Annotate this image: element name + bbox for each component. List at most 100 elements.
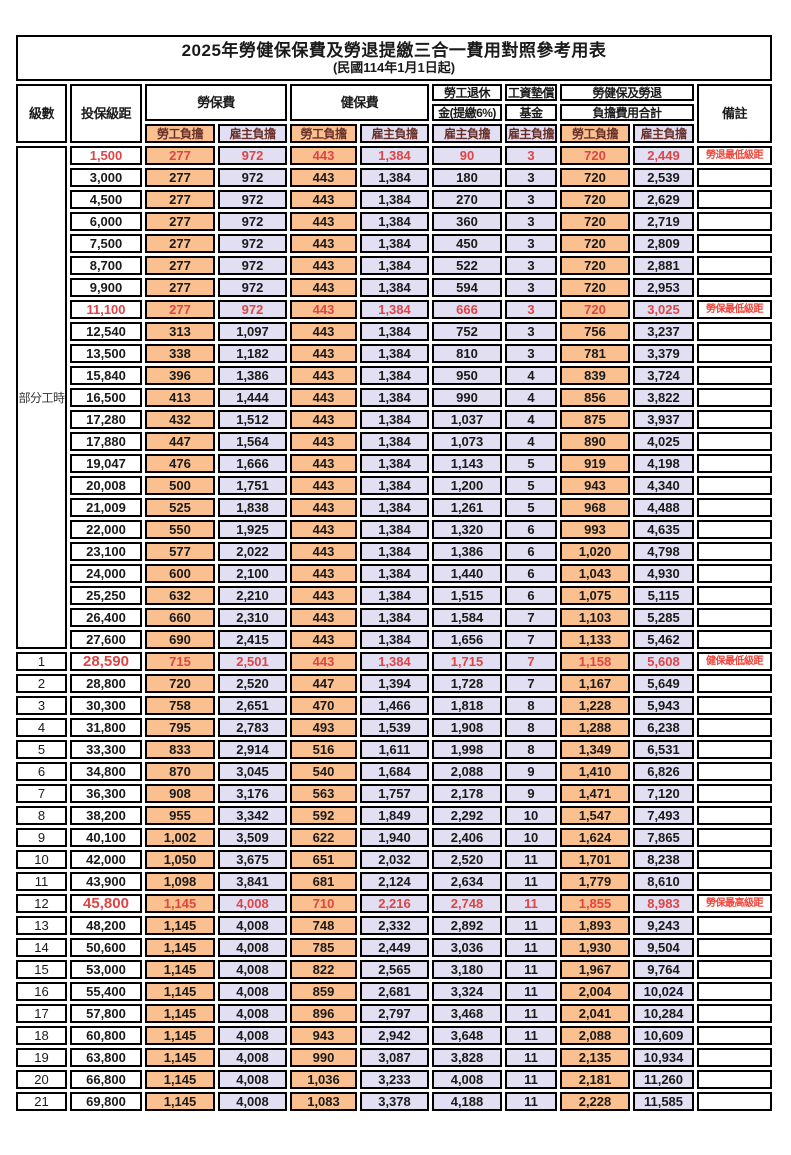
- health-employee-cell: 443: [290, 586, 357, 605]
- wage-fund-cell: 6: [505, 520, 557, 539]
- total-employer-cell: 8,238: [633, 850, 694, 869]
- total-employer-cell: 4,488: [633, 498, 694, 517]
- pension-cell: 1,715: [432, 652, 502, 671]
- level-cell: 16: [16, 982, 67, 1001]
- wage-fund-cell: 8: [505, 740, 557, 759]
- health-employee-cell: 859: [290, 982, 357, 1001]
- total-employer-cell: 9,504: [633, 938, 694, 957]
- table-title-box: 2025年勞健保保費及勞退提繳三合一費用對照參考用表 (民國114年1月1日起): [16, 35, 772, 81]
- health-employer-cell: 2,681: [360, 982, 429, 1001]
- group-header-wage-fund-line1: 工資墊償: [505, 84, 557, 101]
- premium-comparison-table: 2025年勞健保保費及勞退提繳三合一費用對照參考用表 (民國114年1月1日起)…: [16, 35, 772, 1111]
- wage-fund-cell: 3: [505, 212, 557, 231]
- wage-fund-cell: 3: [505, 322, 557, 341]
- group-header-health-insurance: 健保費: [290, 84, 429, 121]
- total-employer-cell: 6,531: [633, 740, 694, 759]
- total-employer-cell: 5,608: [633, 652, 694, 671]
- health-employer-cell: 1,466: [360, 696, 429, 715]
- wage-fund-cell: 8: [505, 718, 557, 737]
- bracket-cell: 50,600: [70, 938, 142, 957]
- labor-employee-cell: 1,145: [145, 916, 215, 935]
- health-employee-cell: 443: [290, 212, 357, 231]
- pension-cell: 1,320: [432, 520, 502, 539]
- health-employer-cell: 3,378: [360, 1092, 429, 1111]
- labor-employee-cell: 1,145: [145, 960, 215, 979]
- labor-employer-cell: 972: [218, 256, 287, 275]
- remark-cell: 勞保最低級距: [697, 300, 772, 319]
- health-employee-cell: 493: [290, 718, 357, 737]
- bracket-cell: 15,840: [70, 366, 142, 385]
- pension-cell: 1,998: [432, 740, 502, 759]
- total-employee-cell: 1,288: [560, 718, 630, 737]
- total-employee-cell: 1,410: [560, 762, 630, 781]
- table-subtitle: (民國114年1月1日起): [332, 60, 456, 75]
- health-employee-cell: 681: [290, 872, 357, 891]
- total-employer-cell: 9,764: [633, 960, 694, 979]
- group-header-labor-insurance: 勞保費: [145, 84, 287, 121]
- total-employer-cell: 8,610: [633, 872, 694, 891]
- labor-employer-cell: 1,182: [218, 344, 287, 363]
- labor-employee-cell: 277: [145, 300, 215, 319]
- pension-cell: 1,908: [432, 718, 502, 737]
- pension-cell: 180: [432, 168, 502, 187]
- remark-cell: [697, 564, 772, 583]
- health-employer-cell: 1,539: [360, 718, 429, 737]
- pension-cell: 450: [432, 234, 502, 253]
- bracket-cell: 12,540: [70, 322, 142, 341]
- health-employee-cell: 896: [290, 1004, 357, 1023]
- pension-cell: 3,648: [432, 1026, 502, 1045]
- labor-employer-cell: 1,838: [218, 498, 287, 517]
- labor-employee-cell: 1,002: [145, 828, 215, 847]
- bracket-cell: 22,000: [70, 520, 142, 539]
- bracket-cell: 17,280: [70, 410, 142, 429]
- health-employer-cell: 2,449: [360, 938, 429, 957]
- total-employer-cell: 10,024: [633, 982, 694, 1001]
- total-employer-cell: 3,937: [633, 410, 694, 429]
- level-cell: 4: [16, 718, 67, 737]
- bracket-cell: 28,590: [70, 652, 142, 671]
- group-header-pension-line2: 金(提繳6%): [432, 104, 502, 121]
- labor-employer-cell: 2,210: [218, 586, 287, 605]
- level-cell: 21: [16, 1092, 67, 1111]
- health-employer-cell: 1,384: [360, 322, 429, 341]
- labor-employee-cell: 277: [145, 190, 215, 209]
- total-employer-cell: 2,953: [633, 278, 694, 297]
- total-employee-cell: 1,167: [560, 674, 630, 693]
- labor-employee-cell: 277: [145, 256, 215, 275]
- wage-fund-cell: 11: [505, 1048, 557, 1067]
- pension-cell: 1,818: [432, 696, 502, 715]
- total-employer-cell: 5,943: [633, 696, 694, 715]
- remark-cell: [697, 388, 772, 407]
- total-employee-cell: 2,088: [560, 1026, 630, 1045]
- health-employer-cell: 2,032: [360, 850, 429, 869]
- bracket-cell: 13,500: [70, 344, 142, 363]
- labor-employer-cell: 4,008: [218, 1004, 287, 1023]
- total-employee-cell: 720: [560, 278, 630, 297]
- remark-cell: [697, 806, 772, 825]
- remark-cell: [697, 278, 772, 297]
- labor-employee-cell: 795: [145, 718, 215, 737]
- bracket-cell: 57,800: [70, 1004, 142, 1023]
- health-employee-cell: 990: [290, 1048, 357, 1067]
- total-employee-cell: 720: [560, 168, 630, 187]
- total-employee-cell: 720: [560, 212, 630, 231]
- pension-cell: 666: [432, 300, 502, 319]
- total-employee-cell: 756: [560, 322, 630, 341]
- total-employer-cell: 2,449: [633, 146, 694, 165]
- pension-cell: 2,520: [432, 850, 502, 869]
- pension-cell: 950: [432, 366, 502, 385]
- remark-cell: [697, 190, 772, 209]
- remark-cell: [697, 520, 772, 539]
- labor-employer-cell: 4,008: [218, 960, 287, 979]
- health-employer-cell: 1,384: [360, 278, 429, 297]
- remark-cell: [697, 410, 772, 429]
- health-employee-cell: 443: [290, 454, 357, 473]
- labor-employee-cell: 577: [145, 542, 215, 561]
- remark-cell: [697, 740, 772, 759]
- labor-employer-cell: 2,914: [218, 740, 287, 759]
- remark-cell: [697, 828, 772, 847]
- remark-cell: [697, 432, 772, 451]
- total-employee-cell: 2,181: [560, 1070, 630, 1089]
- total-employer-cell: 4,198: [633, 454, 694, 473]
- wage-fund-cell: 3: [505, 256, 557, 275]
